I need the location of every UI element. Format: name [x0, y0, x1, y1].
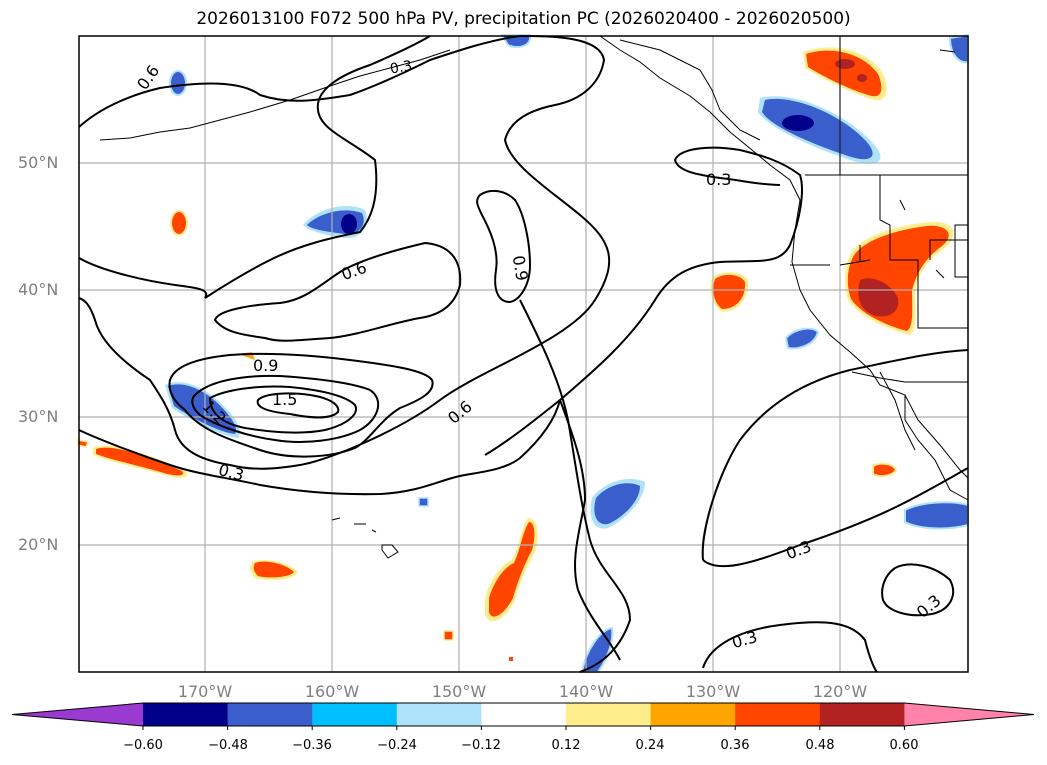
map-title: 2026013100 F072 500 hPa PV, precipitatio…: [196, 9, 851, 29]
precip-patches: [77, 33, 969, 673]
pv-contours: [78, 35, 969, 673]
lon-label: 120°W: [812, 682, 868, 701]
lat-label: 20°N: [18, 535, 59, 554]
colorbar-tick: 0.12: [551, 738, 581, 753]
contour-label: 0.3: [706, 170, 731, 189]
lat-label: 30°N: [18, 407, 59, 426]
colorbar-tick: −0.48: [208, 738, 248, 753]
colorbar-tick: −0.36: [292, 738, 332, 753]
contour-label: 0.9: [509, 254, 532, 282]
colorbar-segment: [143, 703, 229, 726]
lon-label: 160°W: [304, 682, 360, 701]
colorbar-tick: −0.12: [461, 738, 501, 753]
lon-label: 130°W: [685, 682, 741, 701]
colorbar-segment: [227, 703, 313, 726]
colorbar-tick: −0.24: [377, 738, 417, 753]
coastlines: [99, 35, 969, 559]
colorbar-segment: [819, 703, 905, 726]
colorbar-tick: 0.60: [889, 738, 919, 753]
colorbar-segment: [312, 703, 398, 726]
colorbar-tick: −0.60: [123, 738, 163, 753]
colorbar-tick: 0.36: [720, 738, 750, 753]
lat-label: 40°N: [18, 280, 59, 299]
colorbar-segment: [650, 703, 736, 726]
colorbar-tick: 0.24: [635, 738, 665, 753]
colorbar-segment: [566, 703, 652, 726]
colorbar-extend-max: [904, 703, 1034, 726]
colorbar-segment: [481, 703, 567, 726]
contour-label: 0.9: [253, 356, 278, 375]
contour-label: 1.5: [272, 390, 297, 409]
lon-label: 150°W: [431, 682, 487, 701]
colorbar-tick: 0.48: [805, 738, 835, 753]
contour-label: 0.3: [389, 58, 414, 78]
map-frame: [78, 35, 969, 673]
lon-label: 140°W: [558, 682, 614, 701]
colorbar-segment: [396, 703, 482, 726]
lat-label: 50°N: [18, 153, 59, 172]
lon-label: 170°W: [177, 682, 233, 701]
colorbar-extend-min: [12, 703, 143, 726]
colorbar-segment: [735, 703, 821, 726]
